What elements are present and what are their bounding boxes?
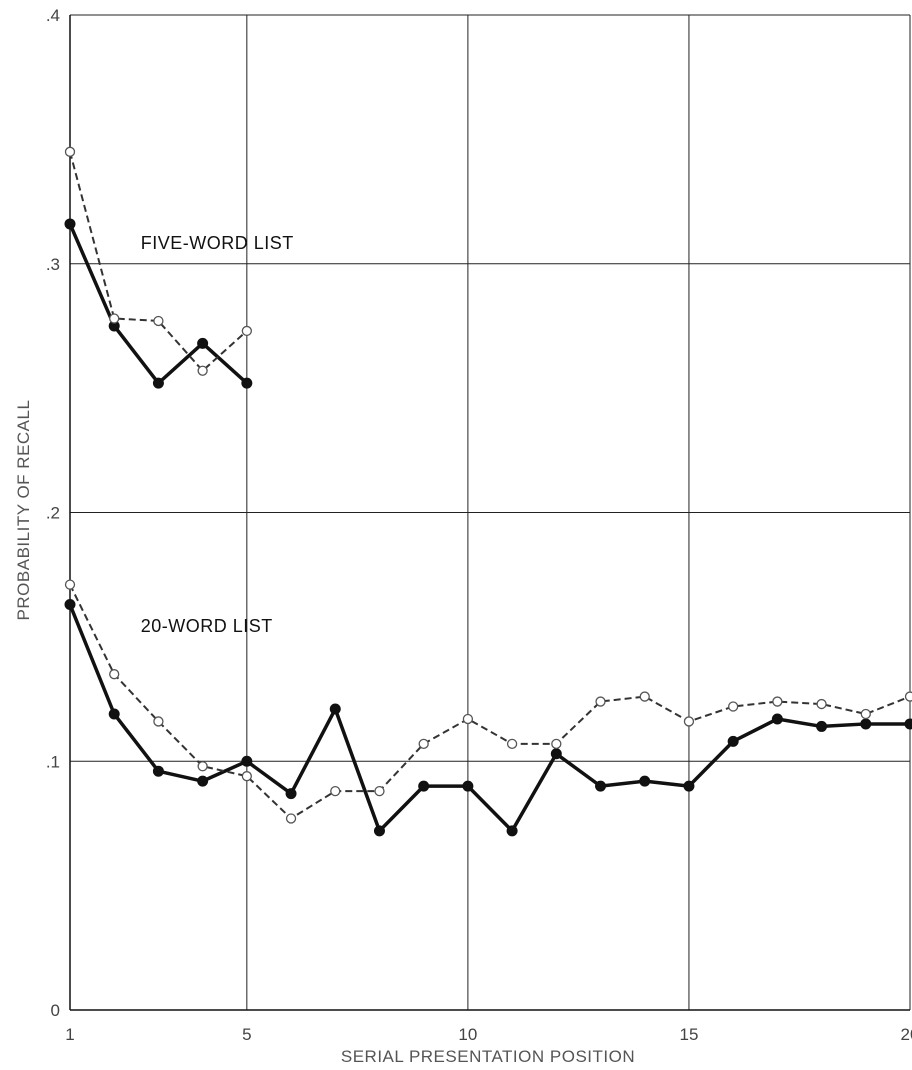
x-tick-label: 1 [65,1025,74,1044]
x-tick-label: 5 [242,1025,251,1044]
data-point-filled [285,788,297,800]
data-point-filled [329,703,341,715]
data-point-open [241,771,252,782]
data-point-open [109,313,120,324]
data-point-filled [108,708,120,720]
chart-labels: FIVE-WORD LIST 20-WORD LIST [141,233,294,636]
grid-lines [70,14,911,1010]
data-point-filled [462,780,474,792]
series-line-dashed [69,584,911,820]
data-point-open [64,579,76,590]
data-point-open [816,698,827,710]
data-point-open [153,716,164,727]
data-point-open [241,325,252,337]
axes: 151015200.1.2.3.4 [46,6,912,1044]
data-point-filled [860,718,872,730]
data-point-open [772,696,783,707]
series-group [64,146,252,376]
x-tick-label: 20 [901,1025,912,1044]
data-point-open [506,738,518,749]
y-tick-label: .3 [46,255,60,274]
data-point-filled [816,720,828,732]
y-tick-label: .2 [46,504,60,523]
data-point-filled [595,780,607,792]
data-point-open [639,691,650,702]
data-point-open [197,761,208,772]
data-point-open [64,146,76,157]
data-point-filled [506,825,518,837]
data-point-filled [152,377,164,389]
series-line-solid [68,603,910,833]
y-tick-label: .1 [46,752,60,771]
data-point-open [330,785,341,797]
data-point-open [153,315,164,327]
data-point-open [285,813,297,824]
series-line-dashed [69,151,248,372]
data-point-open [595,696,606,707]
y-tick-label: 0 [51,1001,60,1020]
data-point-open [904,691,912,702]
data-point-filled [197,775,209,787]
five-word-list-label: FIVE-WORD LIST [141,233,294,253]
data-point-open [462,713,474,725]
x-tick-label: 15 [679,1025,698,1044]
twenty-word-list-label: 20-WORD LIST [141,616,273,636]
data-point-open [860,708,871,720]
y-tick-label: .4 [46,6,60,25]
series-group [64,579,912,824]
data-point-filled [241,377,253,389]
data-point-filled [683,780,695,792]
x-tick-label: 10 [458,1025,477,1044]
data-point-filled [904,718,912,730]
data-point-open [551,738,562,749]
data-point-filled [152,765,164,777]
data-point-open [374,785,385,797]
data-point-filled [241,755,253,767]
data-point-open [109,669,120,680]
data-point-filled [418,780,430,792]
y-axis-title: PROBABILITY OF RECALL [14,400,33,621]
data-point-filled [197,337,209,349]
data-point-open [728,701,739,712]
data-point-open [418,738,429,749]
data-point-filled [64,599,76,611]
data-point-filled [64,218,76,230]
series-group [64,599,912,837]
data-point-filled [771,713,783,725]
x-axis-title: SERIAL PRESENTATION POSITION [341,1047,635,1066]
data-series [64,146,912,837]
data-point-filled [639,775,651,787]
data-point-open [197,365,208,376]
data-point-filled [373,825,385,837]
data-point-filled [727,735,739,747]
data-point-filled [550,748,562,760]
data-point-open [683,716,695,727]
